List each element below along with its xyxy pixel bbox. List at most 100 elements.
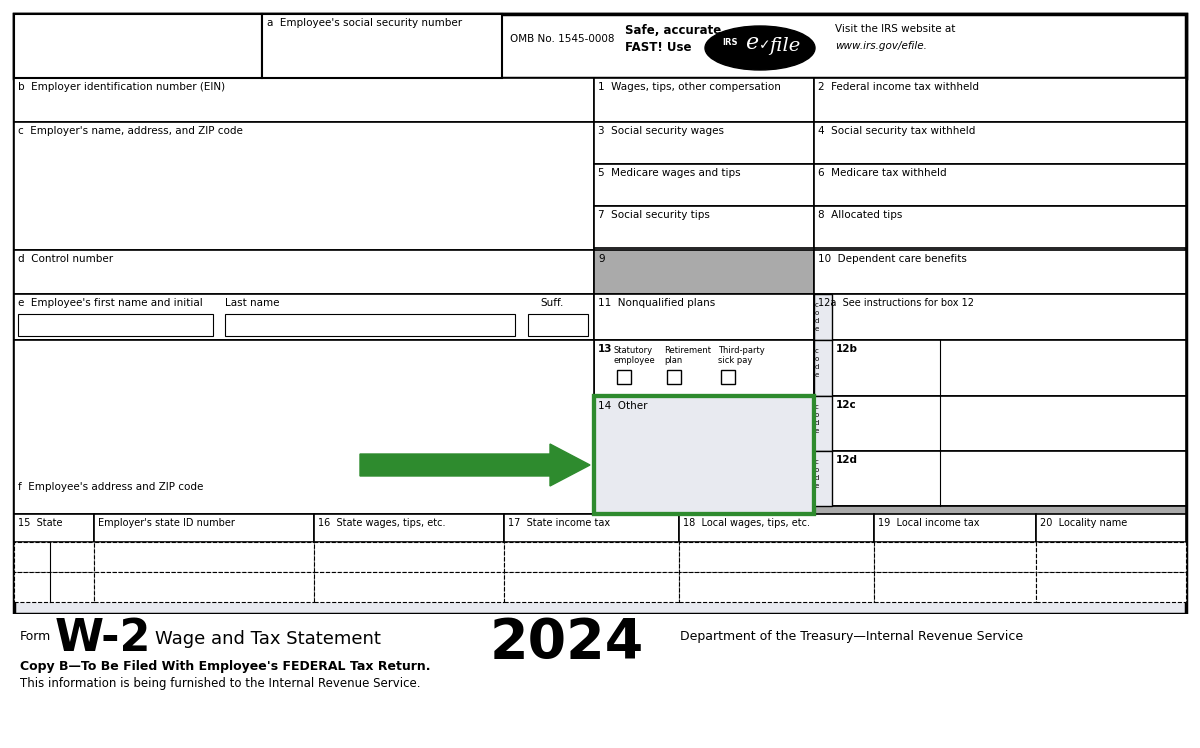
Bar bbox=[721, 370, 734, 384]
Text: Suff.: Suff. bbox=[540, 298, 563, 308]
Bar bbox=[594, 122, 814, 164]
Text: 13: 13 bbox=[598, 344, 612, 354]
Text: Statutory
employee: Statutory employee bbox=[614, 346, 655, 366]
Text: e  Employee's first name and initial: e Employee's first name and initial bbox=[18, 298, 203, 308]
Text: o: o bbox=[815, 356, 820, 362]
Bar bbox=[14, 14, 262, 78]
Bar bbox=[594, 340, 814, 396]
Bar bbox=[874, 542, 1036, 572]
Bar bbox=[14, 340, 594, 514]
Bar bbox=[814, 340, 1186, 396]
Bar bbox=[94, 542, 314, 572]
Bar bbox=[679, 514, 874, 542]
Text: o: o bbox=[815, 467, 820, 473]
Text: Safe, accurate,: Safe, accurate, bbox=[625, 24, 726, 37]
Text: 20  Locality name: 20 Locality name bbox=[1040, 518, 1127, 528]
Bar bbox=[667, 370, 682, 384]
Bar bbox=[226, 314, 515, 336]
Text: 16  State wages, tips, etc.: 16 State wages, tips, etc. bbox=[318, 518, 445, 528]
Text: 4  Social security tax withheld: 4 Social security tax withheld bbox=[818, 126, 976, 136]
Bar bbox=[1036, 542, 1186, 572]
Text: 12b: 12b bbox=[836, 344, 858, 354]
Bar bbox=[814, 451, 832, 506]
Text: 17  State income tax: 17 State income tax bbox=[508, 518, 610, 528]
Text: c: c bbox=[815, 459, 818, 465]
Bar bbox=[1036, 514, 1186, 542]
Bar bbox=[594, 396, 814, 514]
FancyArrow shape bbox=[360, 444, 590, 486]
Text: 1  Wages, tips, other compersation: 1 Wages, tips, other compersation bbox=[598, 82, 781, 92]
Text: Employer's state ID number: Employer's state ID number bbox=[98, 518, 235, 528]
Bar bbox=[814, 396, 832, 451]
Text: 12d: 12d bbox=[836, 455, 858, 465]
Bar bbox=[814, 164, 1186, 206]
Bar bbox=[594, 206, 814, 248]
Text: 2024: 2024 bbox=[490, 616, 644, 670]
Text: e: e bbox=[815, 483, 820, 489]
Bar bbox=[504, 572, 679, 602]
Bar bbox=[594, 78, 814, 122]
Text: Form: Form bbox=[20, 630, 52, 643]
Bar bbox=[679, 542, 874, 572]
Bar bbox=[94, 514, 314, 542]
Bar bbox=[814, 506, 1186, 518]
Text: OMB No. 1545-0008: OMB No. 1545-0008 bbox=[510, 34, 614, 44]
Bar bbox=[14, 250, 594, 294]
Text: e: e bbox=[745, 32, 758, 54]
Text: 12a  See instructions for box 12: 12a See instructions for box 12 bbox=[818, 298, 974, 308]
Text: e: e bbox=[815, 428, 820, 434]
Bar bbox=[814, 340, 832, 396]
Text: f  Employee's address and ZIP code: f Employee's address and ZIP code bbox=[18, 482, 203, 492]
Bar bbox=[814, 294, 1186, 340]
Text: d: d bbox=[815, 364, 820, 370]
Text: 3  Social security wages: 3 Social security wages bbox=[598, 126, 724, 136]
Bar bbox=[528, 314, 588, 336]
Bar bbox=[504, 542, 679, 572]
Text: e: e bbox=[815, 372, 820, 378]
Text: 5  Medicare wages and tips: 5 Medicare wages and tips bbox=[598, 168, 740, 178]
Bar bbox=[814, 396, 1186, 451]
Bar bbox=[679, 572, 874, 602]
Text: e: e bbox=[815, 326, 820, 332]
Bar bbox=[617, 370, 631, 384]
Bar bbox=[1036, 572, 1186, 602]
Bar bbox=[814, 250, 1186, 294]
Bar bbox=[0, 614, 1200, 748]
Text: b  Employer identification number (EIN): b Employer identification number (EIN) bbox=[18, 82, 226, 92]
Text: 11  Nonqualified plans: 11 Nonqualified plans bbox=[598, 298, 715, 308]
Bar bbox=[262, 14, 502, 78]
Text: c: c bbox=[815, 404, 818, 410]
Bar bbox=[14, 14, 1186, 614]
Bar bbox=[814, 78, 1186, 122]
Text: Third-party
sick pay: Third-party sick pay bbox=[718, 346, 764, 366]
Text: o: o bbox=[815, 412, 820, 418]
Bar bbox=[814, 451, 1186, 506]
Bar bbox=[814, 294, 832, 340]
Bar bbox=[314, 514, 504, 542]
Text: c  Employer's name, address, and ZIP code: c Employer's name, address, and ZIP code bbox=[18, 126, 242, 136]
Bar bbox=[504, 514, 679, 542]
Text: 19  Local income tax: 19 Local income tax bbox=[878, 518, 979, 528]
Bar bbox=[14, 294, 594, 340]
Text: 18  Local wages, tips, etc.: 18 Local wages, tips, etc. bbox=[683, 518, 810, 528]
Text: ✓: ✓ bbox=[760, 38, 770, 52]
Text: d: d bbox=[815, 318, 820, 324]
Bar bbox=[18, 314, 214, 336]
Text: Copy B—To Be Filed With Employee's FEDERAL Tax Return.: Copy B—To Be Filed With Employee's FEDER… bbox=[20, 660, 431, 673]
Text: c: c bbox=[815, 348, 818, 354]
Text: 7  Social security tips: 7 Social security tips bbox=[598, 210, 710, 220]
Text: 15  State: 15 State bbox=[18, 518, 62, 528]
Bar bbox=[874, 572, 1036, 602]
Bar bbox=[14, 542, 94, 572]
Text: 14  Other: 14 Other bbox=[598, 401, 648, 411]
Bar bbox=[874, 514, 1036, 542]
Bar bbox=[594, 396, 814, 514]
Text: 6  Medicare tax withheld: 6 Medicare tax withheld bbox=[818, 168, 947, 178]
Text: d: d bbox=[815, 475, 820, 481]
Bar bbox=[14, 14, 1186, 78]
Bar bbox=[314, 542, 504, 572]
Ellipse shape bbox=[706, 26, 815, 70]
Text: a  Employee's social security number: a Employee's social security number bbox=[266, 18, 462, 28]
Text: 10  Dependent care benefits: 10 Dependent care benefits bbox=[818, 254, 967, 264]
Text: 2  Federal income tax withheld: 2 Federal income tax withheld bbox=[818, 82, 979, 92]
